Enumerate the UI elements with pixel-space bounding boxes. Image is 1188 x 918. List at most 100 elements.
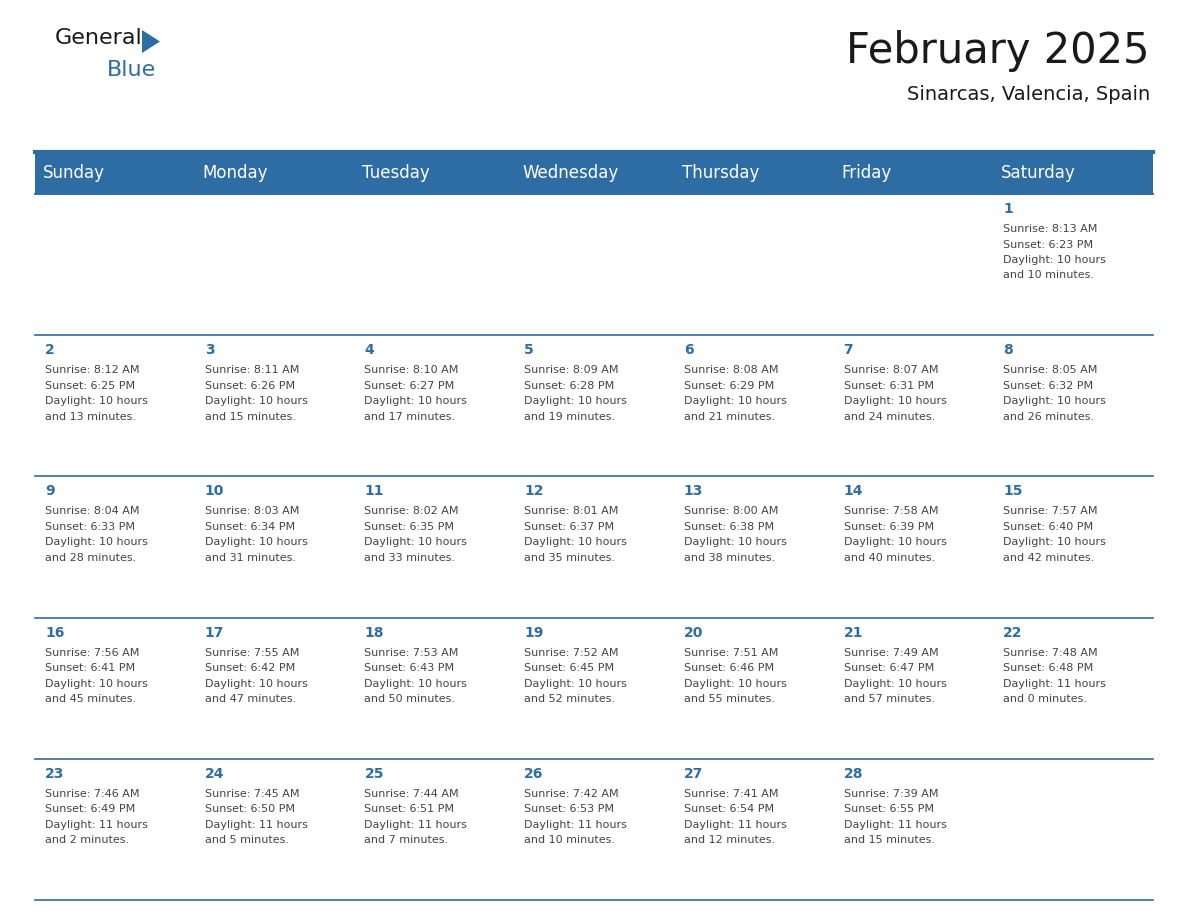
Text: Sunrise: 7:52 AM: Sunrise: 7:52 AM (524, 647, 619, 657)
Bar (674, 476, 834, 618)
Bar (354, 194, 514, 335)
Text: Daylight: 10 hours: Daylight: 10 hours (843, 678, 947, 688)
Text: Saturday: Saturday (1001, 164, 1076, 182)
Text: 21: 21 (843, 625, 862, 640)
Text: Daylight: 10 hours: Daylight: 10 hours (204, 397, 308, 406)
Text: Sunset: 6:40 PM: Sunset: 6:40 PM (1004, 522, 1093, 532)
Text: 28: 28 (843, 767, 862, 781)
Text: Sunrise: 8:05 AM: Sunrise: 8:05 AM (1004, 365, 1098, 375)
Bar (514, 152, 674, 194)
Text: Sunset: 6:32 PM: Sunset: 6:32 PM (1004, 381, 1093, 391)
Text: Sunrise: 8:00 AM: Sunrise: 8:00 AM (684, 507, 778, 517)
Text: 25: 25 (365, 767, 384, 781)
Text: Friday: Friday (841, 164, 892, 182)
Text: and 21 minutes.: and 21 minutes. (684, 411, 775, 421)
Text: Sunset: 6:38 PM: Sunset: 6:38 PM (684, 522, 775, 532)
Text: Tuesday: Tuesday (362, 164, 430, 182)
Bar (354, 618, 514, 759)
Text: Sunrise: 8:04 AM: Sunrise: 8:04 AM (45, 507, 139, 517)
Bar (514, 194, 674, 335)
Text: Daylight: 11 hours: Daylight: 11 hours (684, 820, 786, 830)
Bar (34, 152, 195, 194)
Bar (195, 335, 354, 476)
Text: Sinarcas, Valencia, Spain: Sinarcas, Valencia, Spain (906, 85, 1150, 104)
Text: 15: 15 (1004, 485, 1023, 498)
Text: and 31 minutes.: and 31 minutes. (204, 553, 296, 563)
Bar (674, 618, 834, 759)
Bar (834, 476, 993, 618)
Text: Daylight: 10 hours: Daylight: 10 hours (204, 537, 308, 547)
Text: 5: 5 (524, 343, 533, 357)
Text: Sunset: 6:33 PM: Sunset: 6:33 PM (45, 522, 135, 532)
Text: Daylight: 11 hours: Daylight: 11 hours (365, 820, 467, 830)
Text: Sunrise: 8:13 AM: Sunrise: 8:13 AM (1004, 224, 1098, 234)
Text: 22: 22 (1004, 625, 1023, 640)
Text: Sunrise: 7:48 AM: Sunrise: 7:48 AM (1004, 647, 1098, 657)
Text: and 47 minutes.: and 47 minutes. (204, 694, 296, 704)
Text: Sunrise: 7:57 AM: Sunrise: 7:57 AM (1004, 507, 1098, 517)
Bar (354, 476, 514, 618)
Text: Daylight: 11 hours: Daylight: 11 hours (1004, 678, 1106, 688)
Text: Sunset: 6:53 PM: Sunset: 6:53 PM (524, 804, 614, 814)
Text: General: General (55, 28, 143, 48)
Bar (834, 335, 993, 476)
Bar (993, 759, 1154, 900)
Text: Sunset: 6:45 PM: Sunset: 6:45 PM (524, 663, 614, 673)
Text: 20: 20 (684, 625, 703, 640)
Bar (354, 335, 514, 476)
Text: Sunset: 6:43 PM: Sunset: 6:43 PM (365, 663, 455, 673)
Text: Sunrise: 8:02 AM: Sunrise: 8:02 AM (365, 507, 459, 517)
Text: Sunset: 6:28 PM: Sunset: 6:28 PM (524, 381, 614, 391)
Text: Sunset: 6:23 PM: Sunset: 6:23 PM (1004, 240, 1093, 250)
Bar (34, 194, 195, 335)
Bar (993, 476, 1154, 618)
Bar (993, 152, 1154, 194)
Text: Sunset: 6:50 PM: Sunset: 6:50 PM (204, 804, 295, 814)
Bar (993, 335, 1154, 476)
Bar (674, 335, 834, 476)
Bar (34, 335, 195, 476)
Text: Daylight: 10 hours: Daylight: 10 hours (524, 397, 627, 406)
Text: Sunset: 6:41 PM: Sunset: 6:41 PM (45, 663, 135, 673)
Text: Daylight: 10 hours: Daylight: 10 hours (684, 678, 786, 688)
Text: Sunset: 6:42 PM: Sunset: 6:42 PM (204, 663, 295, 673)
Text: Sunrise: 7:55 AM: Sunrise: 7:55 AM (204, 647, 299, 657)
Text: and 12 minutes.: and 12 minutes. (684, 835, 775, 845)
Text: Sunset: 6:35 PM: Sunset: 6:35 PM (365, 522, 455, 532)
Bar (514, 759, 674, 900)
Text: 1: 1 (1004, 202, 1013, 216)
Text: 6: 6 (684, 343, 694, 357)
Text: and 2 minutes.: and 2 minutes. (45, 835, 129, 845)
Text: Sunrise: 7:56 AM: Sunrise: 7:56 AM (45, 647, 139, 657)
Text: Sunset: 6:48 PM: Sunset: 6:48 PM (1004, 663, 1093, 673)
Text: Sunset: 6:26 PM: Sunset: 6:26 PM (204, 381, 295, 391)
Bar (834, 194, 993, 335)
Bar (195, 476, 354, 618)
Text: Sunrise: 8:01 AM: Sunrise: 8:01 AM (524, 507, 619, 517)
Text: 23: 23 (45, 767, 64, 781)
Text: Daylight: 10 hours: Daylight: 10 hours (45, 397, 147, 406)
Text: Wednesday: Wednesday (523, 164, 619, 182)
Text: Monday: Monday (203, 164, 268, 182)
Text: Sunset: 6:31 PM: Sunset: 6:31 PM (843, 381, 934, 391)
Bar (354, 152, 514, 194)
Text: and 10 minutes.: and 10 minutes. (524, 835, 615, 845)
Text: and 50 minutes.: and 50 minutes. (365, 694, 455, 704)
Text: and 33 minutes.: and 33 minutes. (365, 553, 455, 563)
Text: and 15 minutes.: and 15 minutes. (204, 411, 296, 421)
Bar (354, 759, 514, 900)
Text: and 40 minutes.: and 40 minutes. (843, 553, 935, 563)
Text: Daylight: 10 hours: Daylight: 10 hours (1004, 397, 1106, 406)
Text: Sunset: 6:29 PM: Sunset: 6:29 PM (684, 381, 775, 391)
Text: Daylight: 10 hours: Daylight: 10 hours (684, 537, 786, 547)
Text: and 35 minutes.: and 35 minutes. (524, 553, 615, 563)
Text: 27: 27 (684, 767, 703, 781)
Text: 2: 2 (45, 343, 55, 357)
Text: Sunrise: 7:51 AM: Sunrise: 7:51 AM (684, 647, 778, 657)
Text: Daylight: 10 hours: Daylight: 10 hours (45, 678, 147, 688)
Text: Sunrise: 7:46 AM: Sunrise: 7:46 AM (45, 789, 139, 799)
Text: Sunrise: 7:49 AM: Sunrise: 7:49 AM (843, 647, 939, 657)
Text: and 7 minutes.: and 7 minutes. (365, 835, 449, 845)
Text: Sunrise: 7:53 AM: Sunrise: 7:53 AM (365, 647, 459, 657)
Text: Sunrise: 8:08 AM: Sunrise: 8:08 AM (684, 365, 778, 375)
